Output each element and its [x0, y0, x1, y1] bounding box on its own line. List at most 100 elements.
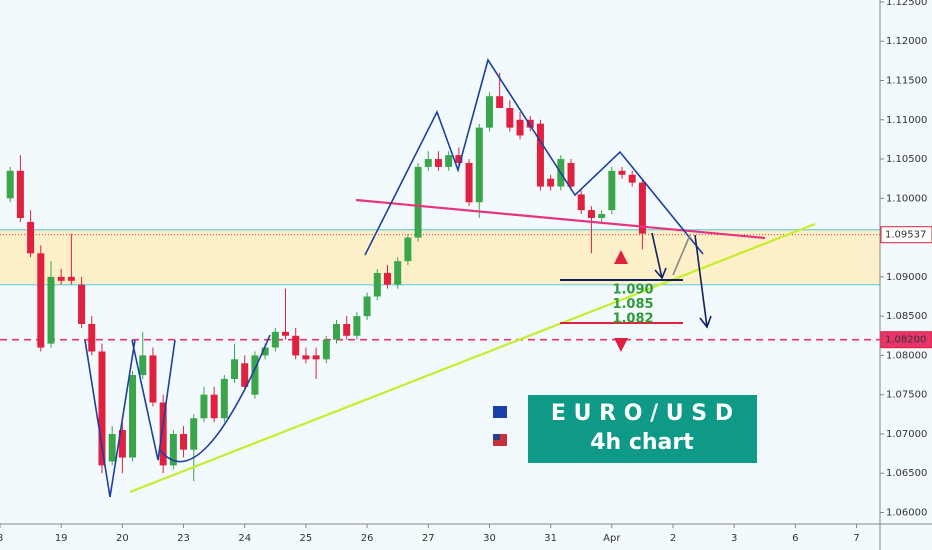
price-tag-label: 1.08200	[885, 335, 926, 346]
chart-subtitle: 4h chart	[590, 430, 694, 455]
candle-body	[567, 162, 575, 187]
y-tick-label: 1.06000	[886, 508, 927, 519]
candle-body	[47, 276, 55, 344]
eu-flag	[493, 406, 507, 418]
price-tag-label: 1.09537	[885, 230, 926, 241]
trendline	[129, 222, 816, 494]
candle-body	[322, 339, 330, 360]
candle-body	[628, 174, 636, 183]
candle-body	[475, 127, 483, 203]
x-tick-label: 6	[792, 533, 798, 544]
arrow-head	[654, 267, 667, 280]
candle-body	[210, 394, 218, 419]
arrow	[672, 234, 691, 276]
candle-body	[587, 210, 595, 218]
candle-body	[220, 378, 228, 419]
candle-body	[159, 402, 167, 466]
candle-body	[149, 355, 157, 403]
title-box	[528, 395, 757, 463]
annotation: 1.090	[612, 283, 653, 298]
y-tick-label: 1.08000	[886, 350, 927, 361]
candle-body	[108, 433, 116, 462]
candle-body	[496, 96, 504, 108]
pattern	[131, 339, 176, 461]
candle-body	[445, 155, 453, 167]
x-tick-label: 31	[544, 533, 557, 544]
candle-body	[547, 178, 555, 187]
candle-body	[536, 123, 544, 187]
neckline	[355, 198, 766, 240]
pattern-lines	[84, 58, 816, 498]
candle-body	[78, 284, 86, 324]
candle-body	[506, 107, 514, 128]
zone	[0, 229, 880, 285]
x-tick-label: 3	[731, 533, 737, 544]
candle-body	[180, 433, 188, 450]
candle-body	[129, 375, 137, 458]
candle-body	[353, 316, 361, 336]
x-tick-label: 24	[238, 533, 251, 544]
x-tick-label: 19	[55, 533, 68, 544]
candle-body	[526, 119, 534, 128]
arrow-head	[699, 315, 712, 329]
candle-body	[598, 214, 606, 218]
candle-body	[231, 359, 239, 379]
candle-body	[465, 162, 473, 203]
x-tick-label: 27	[422, 533, 435, 544]
candle-body	[261, 347, 269, 356]
y-tick-label: 1.11500	[886, 76, 927, 87]
candle-body	[312, 355, 320, 360]
us-flag-canton	[493, 434, 500, 440]
candle-body	[169, 433, 177, 466]
x-tick-label: 30	[483, 533, 496, 544]
candle-body	[271, 331, 279, 348]
annotation: 1.082	[612, 312, 653, 327]
candle-body	[577, 194, 585, 211]
y-tick-label: 1.10500	[886, 154, 927, 165]
x-tick-label: 26	[361, 533, 374, 544]
annotation: 1.085	[612, 297, 653, 312]
candle-body	[302, 355, 310, 360]
candle-body	[638, 182, 646, 234]
head-shoulders	[364, 58, 704, 256]
y-tick-label: 1.07000	[886, 429, 927, 440]
arrow	[651, 232, 663, 279]
chart-title: E U R O / U S D	[551, 401, 733, 426]
candle-body	[383, 272, 391, 285]
x-tick-label: 8	[0, 533, 3, 544]
candle-body	[282, 331, 290, 336]
candle-body	[404, 237, 412, 262]
y-tick-label: 1.10000	[886, 193, 927, 204]
y-tick-label: 1.07500	[886, 390, 927, 401]
candle-body	[618, 170, 626, 175]
candle-body	[608, 170, 616, 211]
price-tag	[880, 226, 932, 244]
candle-body	[343, 323, 351, 336]
x-tick-label: Apr	[603, 533, 621, 544]
x-tick-label: 7	[853, 533, 859, 544]
y-tick-label: 1.12000	[886, 36, 927, 47]
candle-body	[57, 276, 65, 281]
candle-body	[424, 159, 432, 167]
y-tick-label: 1.06500	[886, 468, 927, 479]
candle-body	[37, 253, 45, 348]
price-tag	[880, 331, 932, 349]
cup	[159, 334, 271, 463]
candle-body	[139, 355, 147, 376]
candle-body	[190, 418, 198, 450]
candle-body	[98, 351, 106, 466]
candle-body	[27, 221, 35, 254]
candle-body	[434, 159, 442, 167]
candle-body	[200, 394, 208, 419]
candle-body	[485, 96, 493, 128]
candle-body	[241, 363, 249, 387]
y-tick-label: 1.12500	[886, 0, 927, 8]
pattern	[84, 339, 136, 498]
candle-body	[6, 170, 14, 199]
candle-body	[292, 335, 300, 356]
x-tick-label: 20	[116, 533, 129, 544]
